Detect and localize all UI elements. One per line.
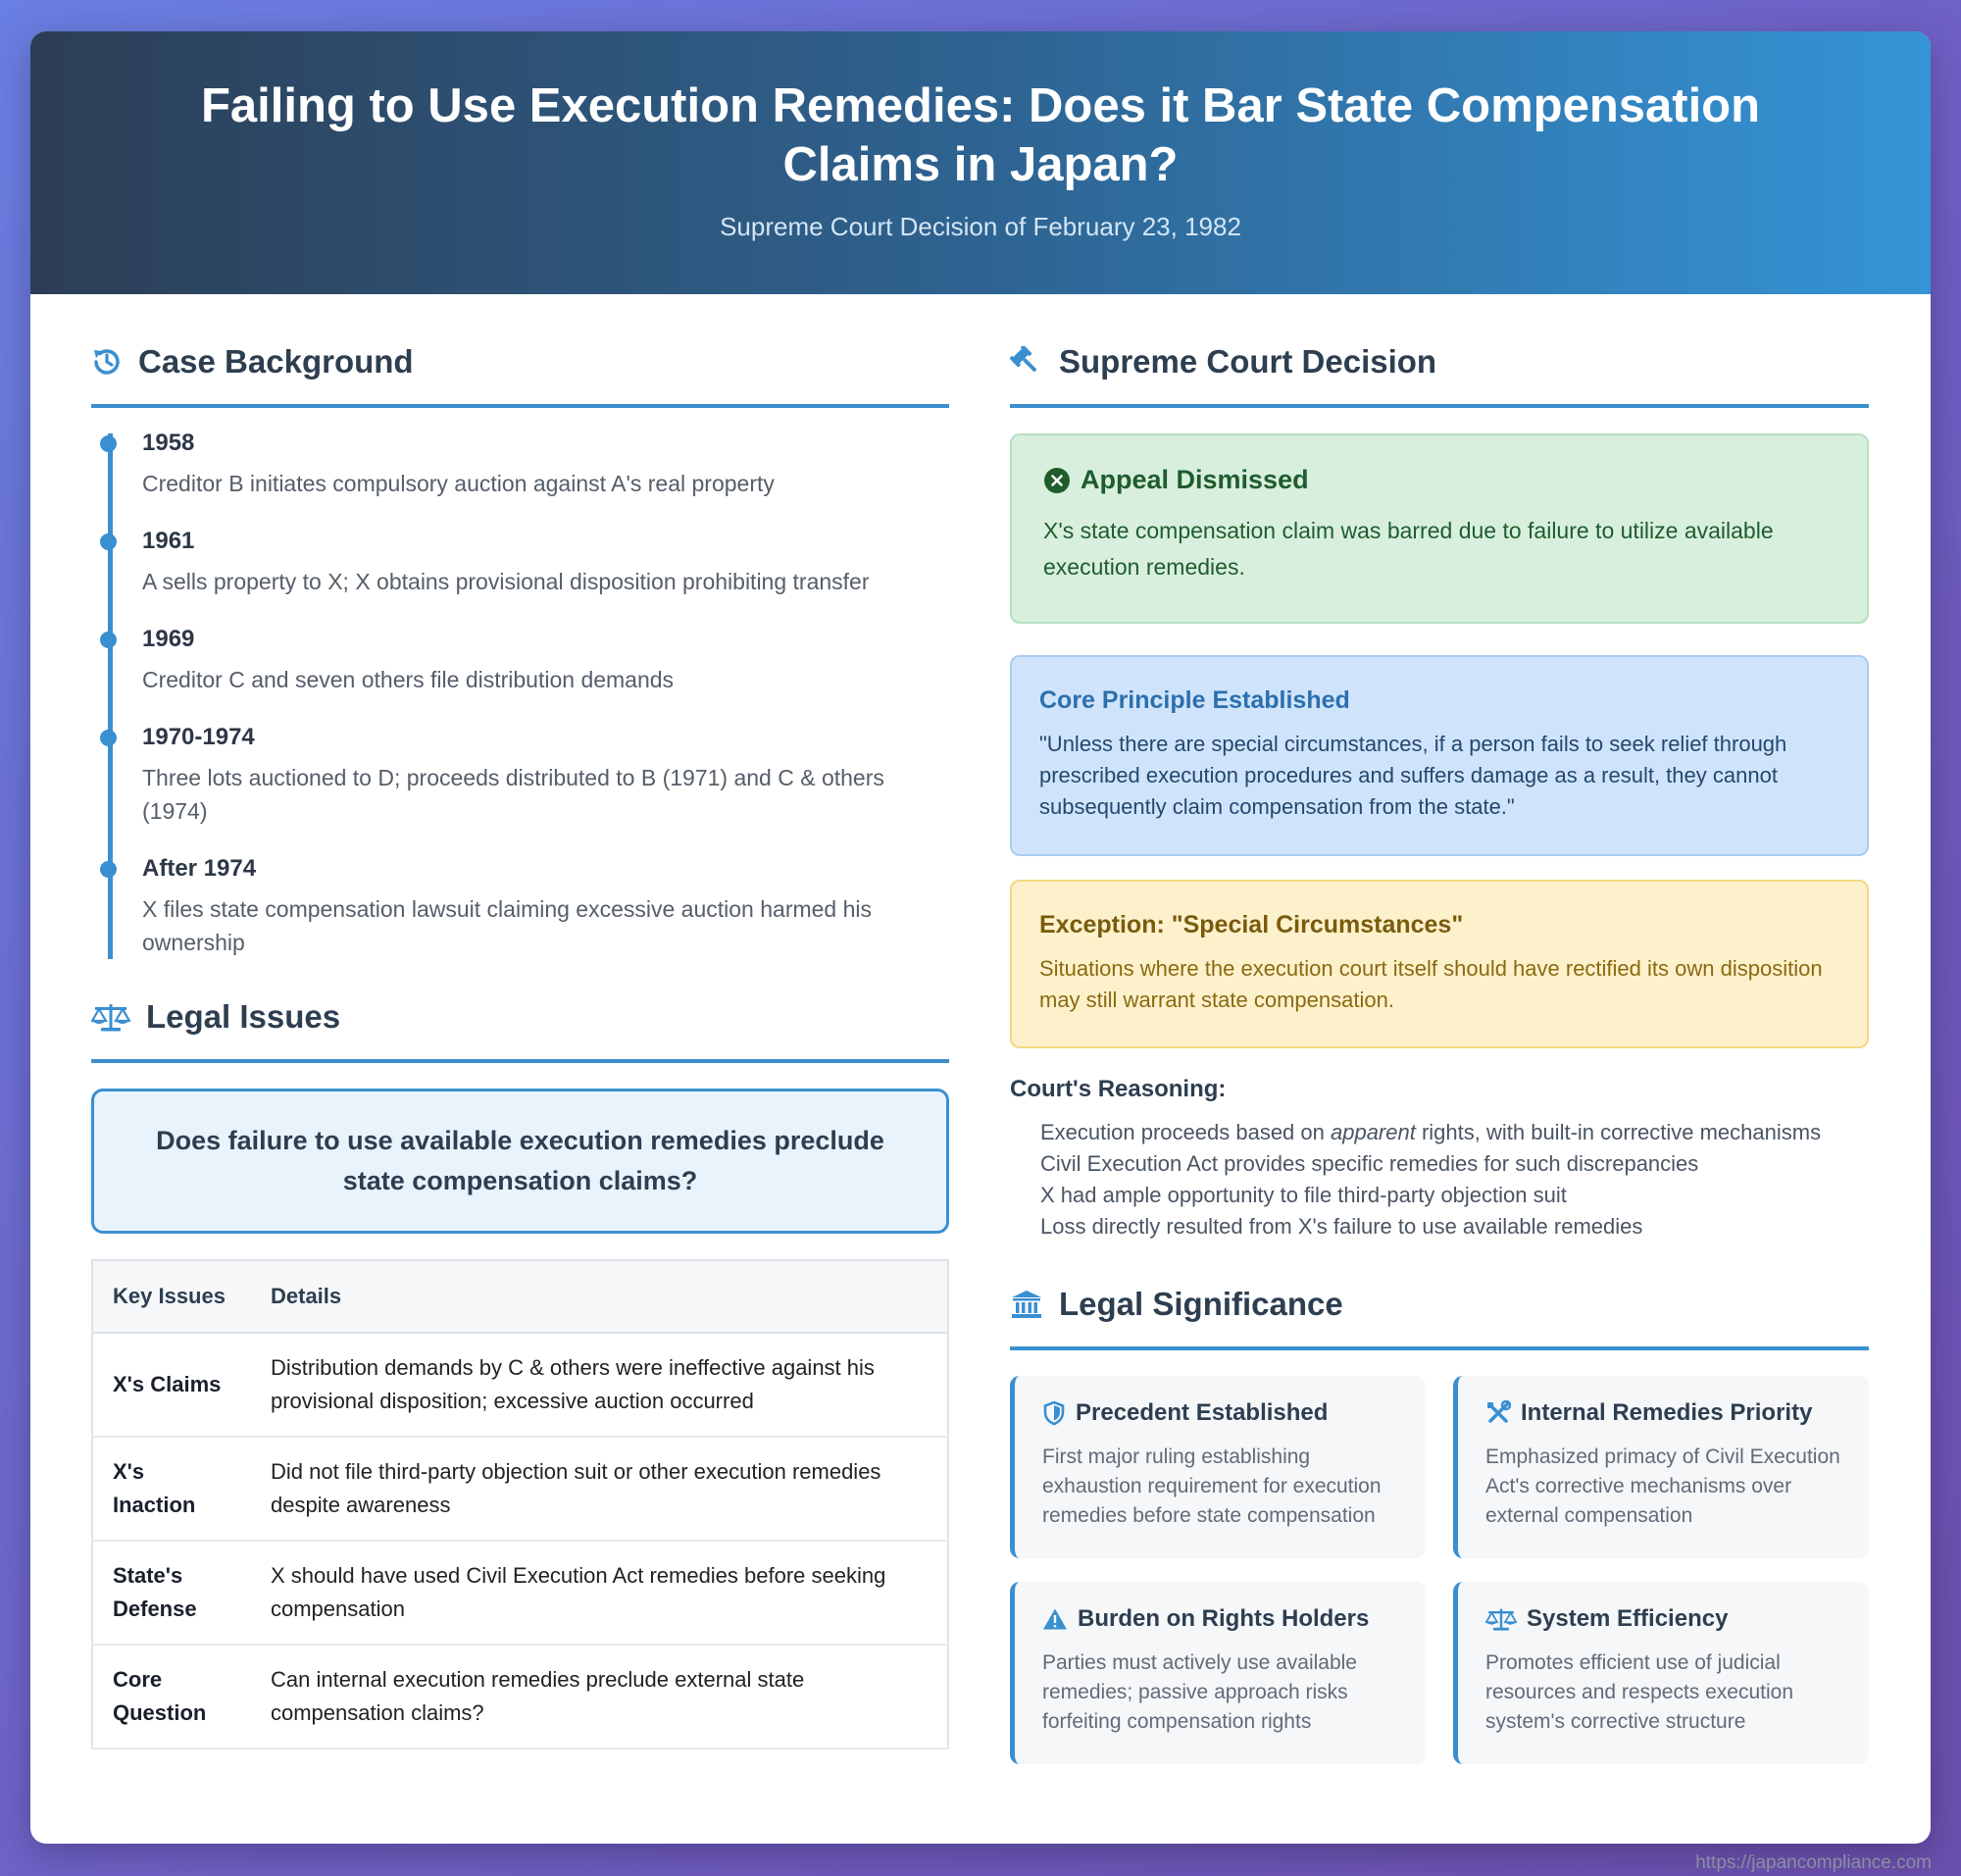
timeline-dot [100, 533, 117, 550]
dismissed-text: X's state compensation claim was barred … [1043, 518, 1774, 580]
timeline-item: 1961 A sells property to X; X obtains pr… [100, 524, 949, 598]
history-icon [94, 349, 120, 375]
table-row: X's Claims Distribution demands by C & o… [92, 1333, 948, 1438]
card-title: Burden on Rights Holders [1078, 1605, 1370, 1632]
timeline-text: Creditor B initiates compulsory auction … [142, 471, 775, 496]
table-row: State's Defense X should have used Civil… [92, 1541, 948, 1646]
institution-icon [1012, 1291, 1041, 1318]
case-timeline: 1958 Creditor B initiates compulsory auc… [91, 426, 949, 959]
reasoning-list: Execution proceeds based on apparent rig… [1010, 1117, 1869, 1242]
issue-detail: Distribution demands by C & others were … [251, 1333, 948, 1438]
tools-icon [1487, 1400, 1511, 1423]
section-title-text: Legal Significance [1059, 1286, 1343, 1322]
page-subtitle: Supreme Court Decision of February 23, 1… [720, 212, 1241, 241]
principle-title: Core Principle Established [1039, 686, 1350, 714]
timeline-text: Three lots auctioned to D; proceeds dist… [142, 765, 884, 824]
timeline-dot [100, 861, 117, 878]
left-column: Case Background 1958 Creditor B initiate… [91, 326, 949, 1749]
timeline-item: 1970-1974 Three lots auctioned to D; pro… [100, 720, 949, 828]
shield-icon [1043, 1400, 1065, 1426]
timeline-text: Creditor C and seven others file distrib… [142, 667, 675, 692]
main-card: Failing to Use Execution Remedies: Does … [30, 31, 1931, 1844]
card-title: System Efficiency [1527, 1605, 1729, 1632]
exception-text: Situations where the execution court its… [1039, 956, 1823, 1012]
timeline-year: 1970-1974 [142, 724, 255, 750]
warning-icon [1043, 1608, 1067, 1630]
timeline-year: After 1974 [142, 855, 257, 882]
page-header: Failing to Use Execution Remedies: Does … [30, 31, 1931, 294]
section-title-text: Case Background [138, 343, 414, 380]
significance-grid: Precedent Established First major ruling… [1010, 1376, 1869, 1764]
timeline-dot [100, 730, 117, 746]
column-header: Key Issues [92, 1260, 251, 1334]
timeline-text: A sells property to X; X obtains provisi… [142, 569, 870, 594]
timeline-item: After 1974 X files state compensation la… [100, 851, 949, 959]
card-title: Precedent Established [1076, 1399, 1329, 1426]
list-item: X had ample opportunity to file third-pa… [1040, 1183, 1567, 1207]
issue-key: X's Claims [92, 1333, 251, 1438]
card-title: Internal Remedies Priority [1521, 1399, 1813, 1426]
issues-table: Key Issues Details X's Claims Distributi… [91, 1259, 949, 1749]
table-row: Core Question Can internal execution rem… [92, 1645, 948, 1749]
legal-issues-heading: Legal Issues [91, 981, 949, 1063]
appeal-dismissed-box: Appeal Dismissed X's state compensation … [1010, 433, 1869, 624]
significance-card: Burden on Rights Holders Parties must ac… [1010, 1582, 1426, 1764]
list-item: Execution proceeds based on apparent rig… [1040, 1120, 1822, 1144]
exception-box: Exception: "Special Circumstances" Situa… [1010, 880, 1869, 1048]
timeline-text: X files state compensation lawsuit claim… [142, 896, 873, 955]
table-row: X's Inaction Did not file third-party ob… [92, 1437, 948, 1542]
significance-card: Precedent Established First major ruling… [1010, 1376, 1426, 1558]
scales-icon [1485, 1608, 1517, 1631]
column-header: Details [251, 1260, 948, 1334]
card-text: Promotes efficient use of judicial resou… [1485, 1651, 1794, 1733]
timeline-year: 1958 [142, 430, 195, 456]
close-circle-icon [1044, 467, 1070, 493]
core-principle-box: Core Principle Established "Unless there… [1010, 655, 1869, 856]
section-title-text: Legal Issues [146, 998, 341, 1035]
issue-detail: X should have used Civil Execution Act r… [251, 1541, 948, 1646]
scales-icon [91, 1004, 130, 1032]
table-header-row: Key Issues Details [92, 1260, 948, 1334]
gavel-icon [1010, 346, 1036, 372]
page-title: Failing to Use Execution Remedies: Does … [200, 79, 1761, 191]
card-text: Emphasized primacy of Civil Execution Ac… [1485, 1445, 1840, 1527]
exception-title: Exception: "Special Circumstances" [1039, 911, 1464, 938]
timeline-dot [100, 632, 117, 648]
central-question: Does failure to use available execution … [91, 1089, 949, 1234]
section-title-text: Supreme Court Decision [1059, 343, 1437, 380]
issue-key: Core Question [92, 1645, 251, 1749]
timeline-item: 1969 Creditor C and seven others file di… [100, 622, 949, 696]
dismissed-title: Appeal Dismissed [1081, 465, 1309, 494]
list-item: Civil Execution Act provides specific re… [1040, 1151, 1699, 1176]
principle-text: "Unless there are special circumstances,… [1039, 732, 1787, 819]
list-item: Loss directly resulted from X's failure … [1040, 1214, 1643, 1239]
issue-detail: Can internal execution remedies preclude… [251, 1645, 948, 1749]
footer-url[interactable]: https://japancompliance.com [1695, 1852, 1932, 1873]
timeline-item: 1958 Creditor B initiates compulsory auc… [100, 426, 949, 500]
card-text: First major ruling establishing exhausti… [1042, 1445, 1382, 1527]
legal-significance-heading: Legal Significance [1010, 1268, 1869, 1350]
issue-key: State's Defense [92, 1541, 251, 1646]
significance-card: Internal Remedies Priority Emphasized pr… [1453, 1376, 1869, 1558]
timeline-year: 1969 [142, 626, 195, 652]
decision-heading: Supreme Court Decision [1010, 326, 1869, 408]
timeline-year: 1961 [142, 528, 195, 554]
reasoning-title: Court's Reasoning: [1010, 1076, 1227, 1102]
issue-detail: Did not file third-party objection suit … [251, 1437, 948, 1542]
issue-key: X's Inaction [92, 1437, 251, 1542]
significance-card: System Efficiency Promotes efficient use… [1453, 1582, 1869, 1764]
card-text: Parties must actively use available reme… [1042, 1651, 1357, 1733]
timeline-dot [100, 435, 117, 452]
right-column: Supreme Court Decision Appeal Dismissed … [1010, 326, 1869, 1764]
case-background-heading: Case Background [91, 326, 949, 408]
